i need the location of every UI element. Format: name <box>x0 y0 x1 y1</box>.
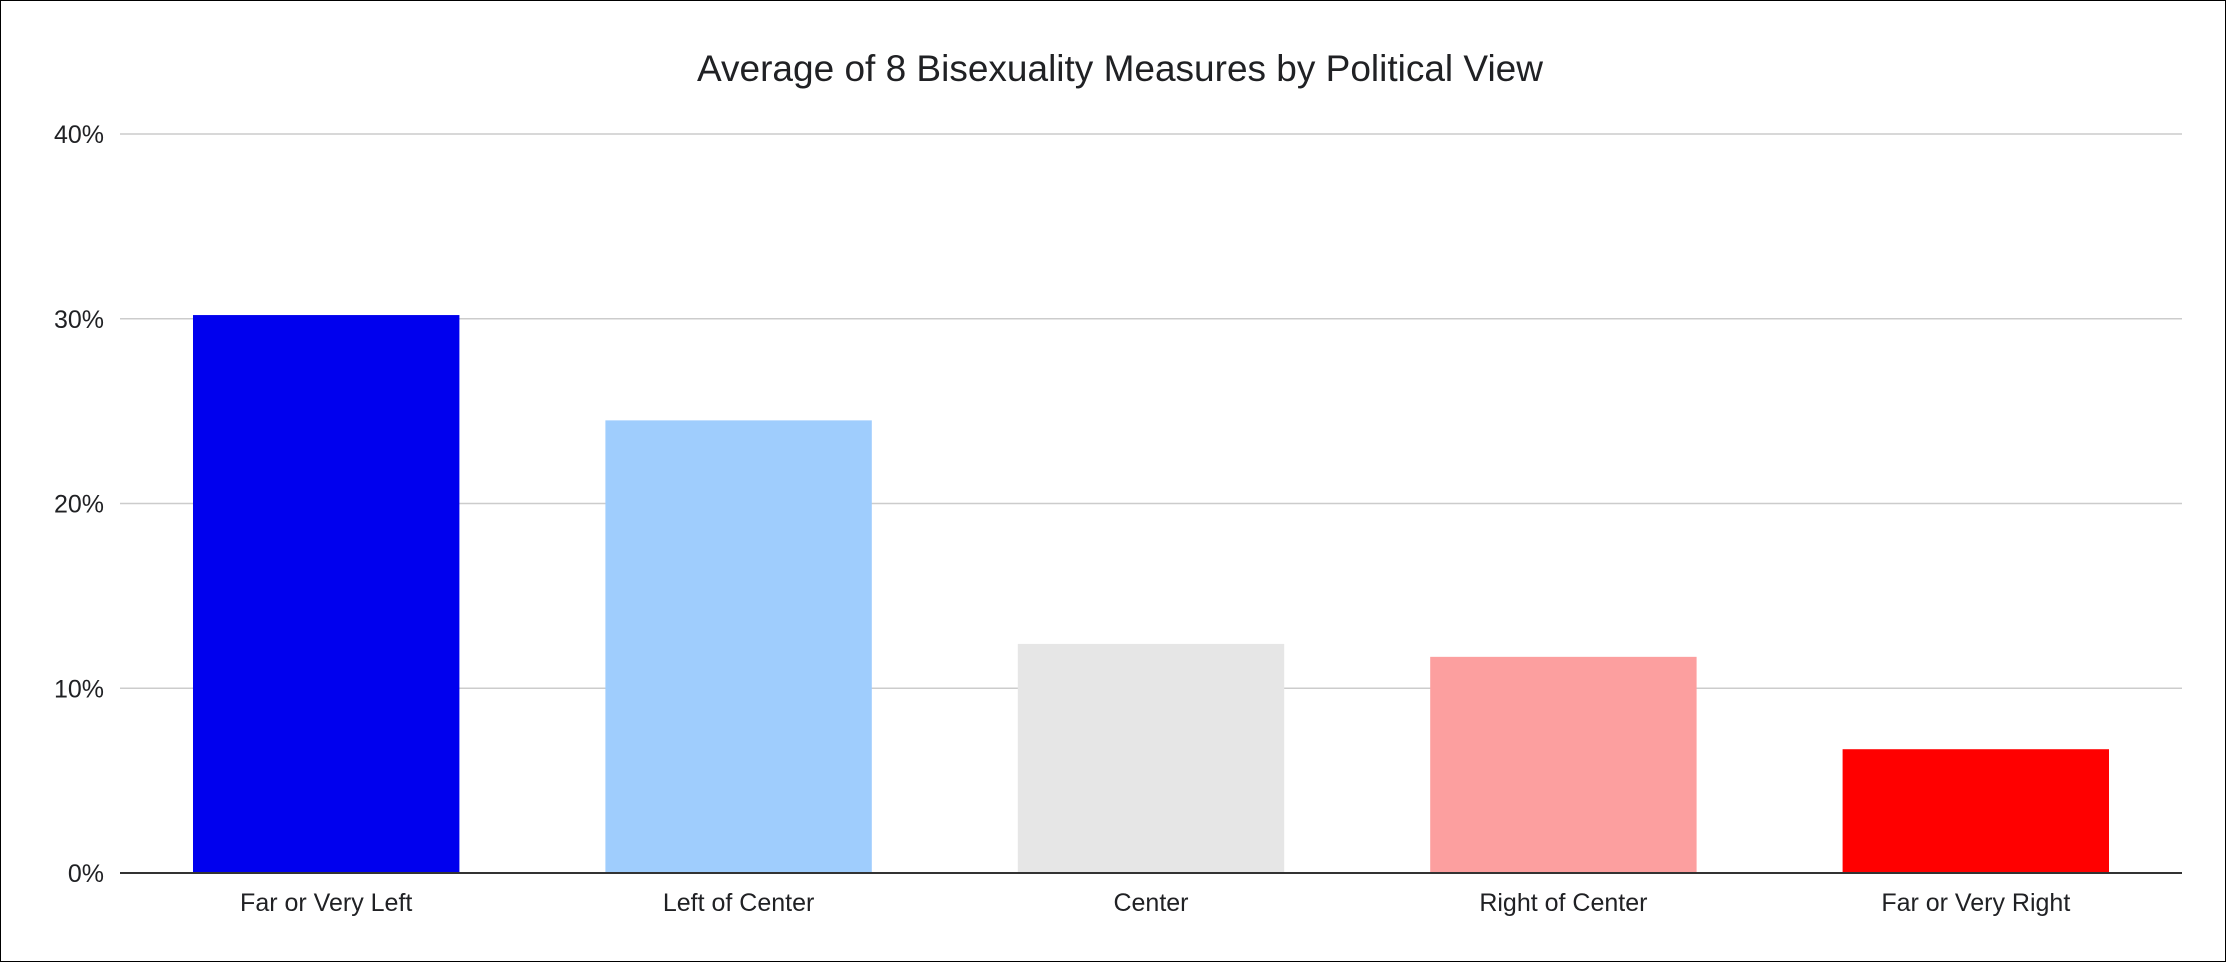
x-tick-label: Center <box>1113 889 1188 917</box>
y-tick-label: 10% <box>54 675 104 703</box>
bars <box>192 315 2110 873</box>
bar <box>1842 749 2110 873</box>
y-tick-label: 20% <box>54 491 104 519</box>
bar <box>1017 643 1285 873</box>
chart-title: Average of 8 Bisexuality Measures by Pol… <box>697 48 1543 89</box>
x-tick-label: Right of Center <box>1479 889 1647 917</box>
x-tick-label: Left of Center <box>663 889 814 917</box>
y-tick-label: 30% <box>54 306 104 334</box>
x-tick-label: Far or Very Left <box>240 889 412 917</box>
bar <box>1430 656 1697 873</box>
x-tick-label: Far or Very Right <box>1881 889 2070 917</box>
y-tick-label: 40% <box>54 121 104 149</box>
x-axis-labels: Far or Very Left Left of Center Center Righ… <box>240 889 2070 917</box>
bar <box>192 315 460 873</box>
y-tick-label: 0% <box>68 860 104 888</box>
y-axis-ticks: 0% 10% 20% 30% 40% <box>54 121 104 888</box>
bar <box>605 420 872 873</box>
